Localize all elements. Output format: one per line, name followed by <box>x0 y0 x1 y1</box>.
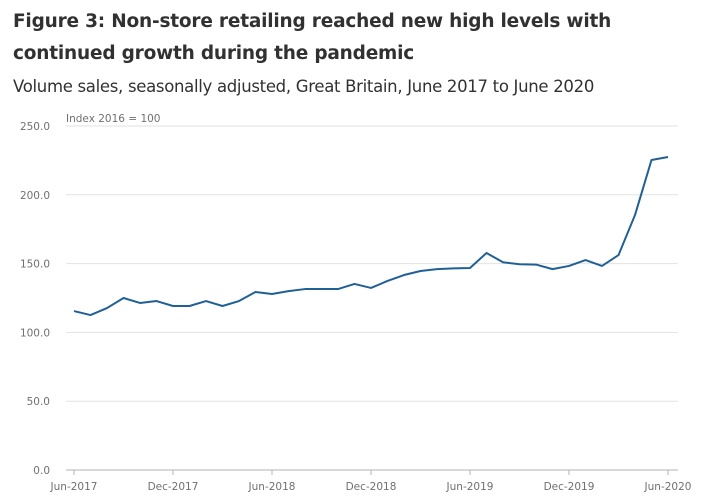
data-point <box>352 281 358 287</box>
data-point <box>253 289 259 295</box>
data-point <box>269 291 275 297</box>
data-point <box>451 265 457 271</box>
data-point <box>220 303 226 309</box>
data-point <box>533 262 539 268</box>
data-point <box>203 298 209 304</box>
data-point <box>434 266 440 272</box>
data-point <box>616 252 622 258</box>
data-point <box>71 308 77 314</box>
data-point <box>632 212 638 218</box>
y-tick-label: 50.0 <box>27 396 50 408</box>
data-point <box>484 250 490 256</box>
data-point <box>566 263 572 269</box>
data-point <box>368 285 374 291</box>
data-point <box>302 286 308 292</box>
data-point <box>88 312 94 318</box>
data-point <box>319 286 325 292</box>
x-tick-label: Dec-2017 <box>148 481 199 493</box>
chart-subtitle: Volume sales, seasonally adjusted, Great… <box>13 77 595 96</box>
data-point <box>649 157 655 163</box>
data-point <box>170 303 176 309</box>
x-tick-label: Jun-2019 <box>446 481 494 493</box>
y-tick-label: 150.0 <box>20 259 50 271</box>
data-point <box>154 298 160 304</box>
data-point <box>583 257 589 263</box>
y-axis-label: Index 2016 = 100 <box>66 113 160 125</box>
y-tick-label: 200.0 <box>20 190 50 202</box>
data-point <box>401 272 407 278</box>
data-point <box>104 305 110 311</box>
data-point <box>286 288 292 294</box>
data-point <box>236 298 242 304</box>
x-tick-label: Jun-2017 <box>50 481 98 493</box>
data-point <box>418 268 424 274</box>
chart-title: Figure 3: Non-store retailing reached ne… <box>13 11 612 64</box>
data-point <box>121 295 127 301</box>
x-tick-label: Dec-2019 <box>544 481 595 493</box>
x-tick-label: Dec-2018 <box>346 481 397 493</box>
series-line-non-store-retailing <box>73 155 669 317</box>
y-tick-label: 0.0 <box>33 465 50 477</box>
data-point <box>599 263 605 269</box>
data-point <box>335 286 341 292</box>
data-point <box>517 261 523 267</box>
y-tick-label: 100.0 <box>20 327 50 339</box>
data-point <box>385 278 391 284</box>
data-point <box>500 259 506 265</box>
x-tick-label: Jun-2020 <box>644 481 692 493</box>
data-point <box>550 266 556 272</box>
data-point <box>137 300 143 306</box>
x-tick-label: Jun-2018 <box>248 481 296 493</box>
data-point <box>467 265 473 271</box>
data-point <box>187 303 193 309</box>
data-point <box>665 154 671 160</box>
y-tick-label: 250.0 <box>20 121 50 133</box>
